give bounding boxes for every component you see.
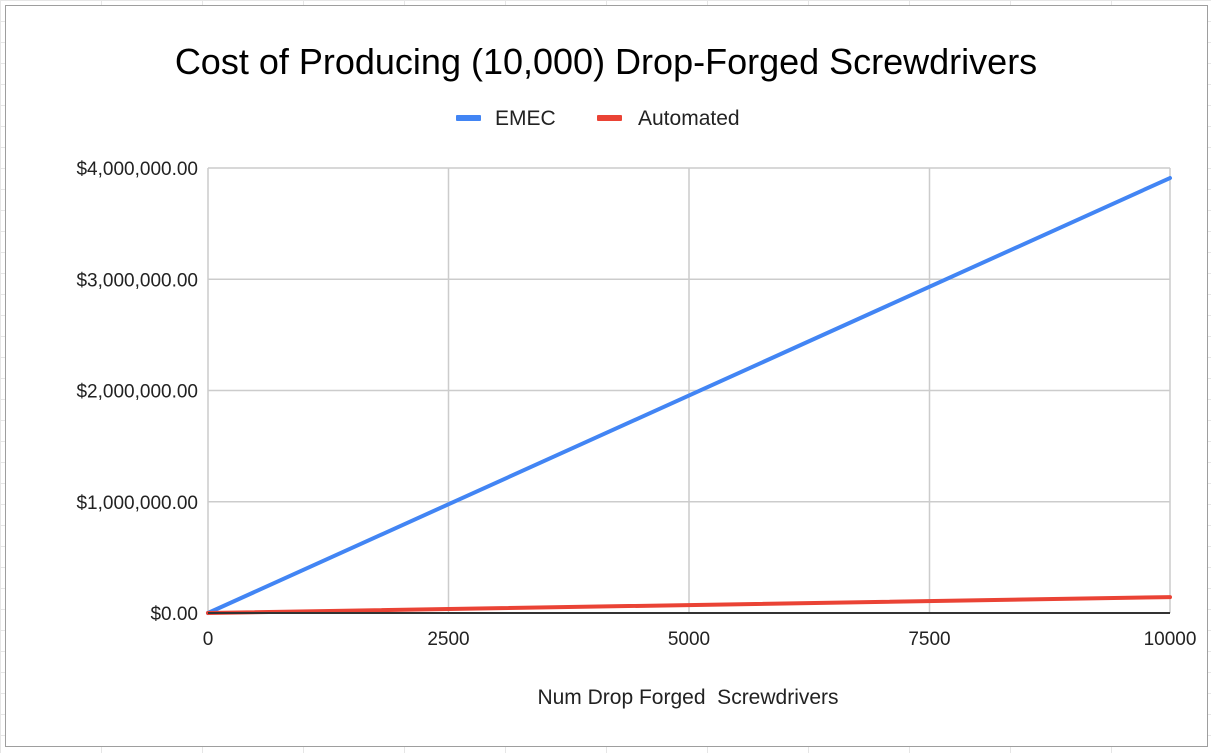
legend-swatch-emec [456,115,481,121]
x-tick-label: 2500 [427,629,469,650]
y-tick-label: $2,000,000.00 [76,382,198,403]
y-axis-tick-labels: $0.00 $1,000,000.00 $2,000,000.00 $3,000,00… [76,159,198,625]
gridlines [207,167,1171,613]
legend-label-emec: EMEC [495,107,556,130]
series-line-automated [206,595,1172,615]
x-tick-label: 5000 [668,629,710,650]
series-line-emec [206,176,1172,615]
x-tick-label: 10000 [1144,629,1197,650]
y-tick-label: $1,000,000.00 [76,493,198,514]
series-lines [206,176,1172,615]
legend-label-automated: Automated [638,107,740,130]
y-tick-label: $0.00 [150,604,198,625]
x-axis-tick-labels: 0 2500 5000 7500 10000 [203,629,1197,650]
y-tick-label: $3,000,000.00 [76,270,198,291]
legend-swatch-automated [597,115,622,121]
legend: EMEC Automated [456,107,740,130]
x-tick-label: 7500 [908,629,950,650]
chart-card[interactable]: Cost of Producing (10,000) Drop-Forged S… [5,5,1208,747]
x-tick-label: 0 [203,629,214,650]
chart-title: Cost of Producing (10,000) Drop-Forged S… [175,41,1037,82]
line-chart: Cost of Producing (10,000) Drop-Forged S… [76,41,1197,709]
x-axis-label: Num Drop Forged Screwdrivers [537,686,838,709]
y-tick-label: $4,000,000.00 [76,159,198,180]
